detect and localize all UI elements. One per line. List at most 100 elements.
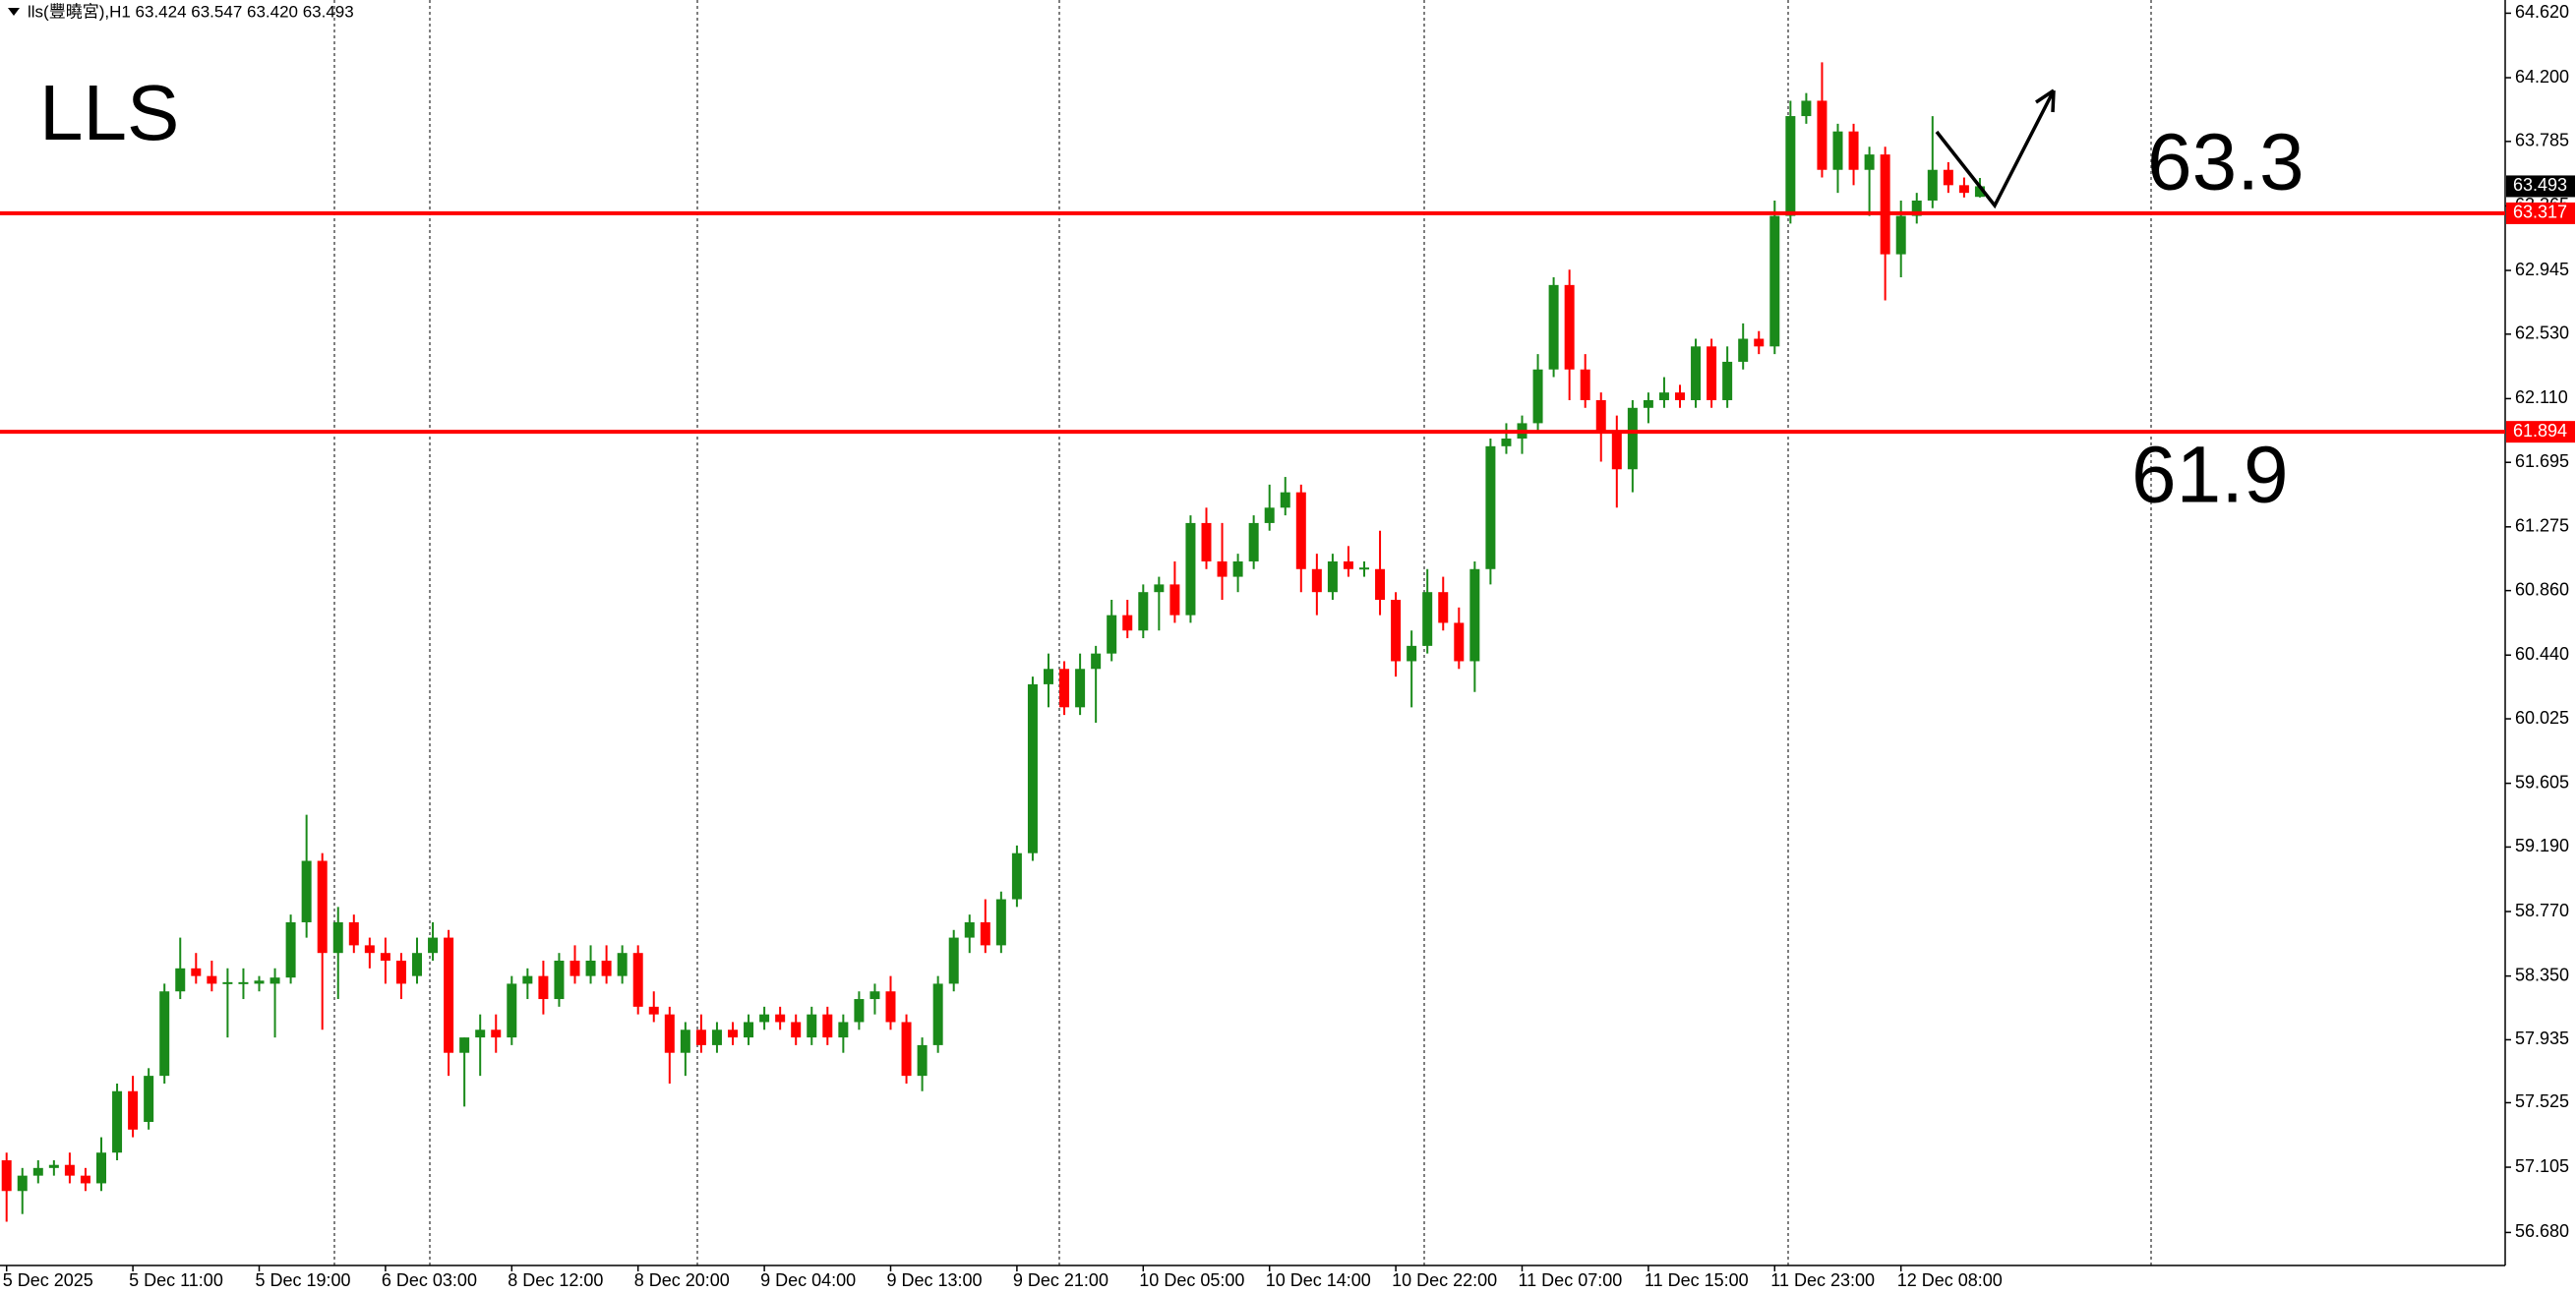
candle-body xyxy=(1407,645,1417,662)
header-icon xyxy=(8,8,20,16)
candle-body xyxy=(1832,131,1843,170)
candle-body xyxy=(1454,622,1465,662)
candle-body xyxy=(32,1167,43,1176)
last-price-tag xyxy=(2506,175,2575,198)
candle-body xyxy=(744,1022,754,1038)
candle-body xyxy=(807,1014,817,1038)
level-tag xyxy=(2506,202,2575,224)
y-tick-label: 57.105 xyxy=(2515,1156,2569,1176)
level-tag-label: 61.894 xyxy=(2513,421,2567,441)
candle-body xyxy=(191,968,202,976)
candle-body xyxy=(80,1175,90,1184)
x-tick-label: 8 Dec 12:00 xyxy=(508,1270,603,1290)
candle-body xyxy=(1059,669,1070,708)
x-tick-label: 5 Dec 19:00 xyxy=(256,1270,351,1290)
y-tick-label: 60.025 xyxy=(2515,708,2569,728)
candle-body xyxy=(1880,154,1890,255)
y-tick-label: 61.275 xyxy=(2515,516,2569,536)
arrow-head xyxy=(2035,88,2056,113)
y-tick-label: 62.110 xyxy=(2515,387,2568,407)
candle-body xyxy=(1248,522,1259,561)
candle-body xyxy=(159,991,170,1077)
candle-body xyxy=(1611,431,1622,470)
y-tick-label: 64.200 xyxy=(2515,67,2569,87)
level-annotation: 63.3 xyxy=(2147,118,2305,207)
x-tick-label: 10 Dec 05:00 xyxy=(1139,1270,1244,1290)
candle-body xyxy=(1927,169,1938,201)
candle-body xyxy=(1658,392,1669,400)
candle-body xyxy=(1848,131,1859,170)
forecast-arrow xyxy=(1935,88,2056,209)
x-tick-label: 9 Dec 13:00 xyxy=(887,1270,983,1290)
candle-body xyxy=(1943,169,1953,186)
candle-body xyxy=(1,1160,12,1192)
candle-body xyxy=(1675,392,1685,400)
candle-body xyxy=(112,1090,123,1153)
candle-body xyxy=(869,991,880,1000)
candle-body xyxy=(1722,361,1733,400)
candle-body xyxy=(1311,568,1322,593)
candle-body xyxy=(1532,369,1543,424)
candle-body xyxy=(301,860,312,922)
candle-body xyxy=(1501,439,1512,446)
level-annotation: 61.9 xyxy=(2131,431,2289,520)
y-tick-label: 57.935 xyxy=(2515,1029,2569,1048)
candle-body xyxy=(1375,568,1386,601)
x-tick-label: 10 Dec 22:00 xyxy=(1392,1270,1497,1290)
candle-body xyxy=(491,1029,502,1038)
candle-body xyxy=(1548,284,1559,370)
arrow-path xyxy=(1935,89,2056,209)
candle-body xyxy=(648,1006,659,1015)
candle-body xyxy=(964,921,975,938)
level-tag xyxy=(2506,421,2575,443)
y-tick-label: 62.530 xyxy=(2515,324,2569,343)
candle-body xyxy=(1958,185,1969,194)
candle-body xyxy=(1485,445,1496,569)
candle-body xyxy=(585,961,596,976)
candle-body xyxy=(348,921,359,946)
candle-body xyxy=(207,975,217,984)
candle-body xyxy=(728,1029,738,1038)
candle-body xyxy=(96,1152,106,1184)
candle-body xyxy=(838,1022,849,1038)
y-tick-label: 58.770 xyxy=(2515,901,2569,920)
candle-body xyxy=(1343,560,1353,569)
candle-body xyxy=(364,945,375,954)
x-tick-label: 12 Dec 08:00 xyxy=(1897,1270,2003,1290)
y-tick-label: 59.190 xyxy=(2515,836,2569,855)
candle-body xyxy=(1232,560,1243,577)
last-price-label: 63.493 xyxy=(2513,175,2567,195)
candle-body xyxy=(395,961,406,984)
candle-body xyxy=(601,961,612,976)
candle-body xyxy=(48,1164,59,1168)
candle-body xyxy=(1754,338,1765,347)
candle-body xyxy=(1295,492,1306,569)
candle-body xyxy=(1785,116,1796,216)
candle-body xyxy=(1201,522,1212,561)
candle-body xyxy=(775,1014,786,1023)
y-tick-label: 63.785 xyxy=(2515,131,2569,150)
candle-body xyxy=(332,921,343,954)
candle-body xyxy=(507,983,517,1038)
candle-body xyxy=(1264,507,1275,523)
candle-body xyxy=(680,1029,690,1053)
chart-header: lls(豐曉宮),H1 63.424 63.547 63.420 63.493 xyxy=(28,2,354,21)
candle-body xyxy=(144,1076,154,1122)
candle-body xyxy=(569,961,580,976)
x-tick-label: 11 Dec 07:00 xyxy=(1519,1270,1623,1290)
candle-body xyxy=(1011,853,1022,900)
candle-body xyxy=(632,953,643,1007)
candle-body xyxy=(270,977,280,984)
y-tick-label: 62.945 xyxy=(2515,260,2569,279)
y-tick-label: 58.350 xyxy=(2515,965,2569,984)
candle-body xyxy=(1107,615,1117,654)
candle-body xyxy=(175,968,186,992)
candle-body xyxy=(1091,653,1102,670)
candle-body xyxy=(1974,186,1985,198)
candle-body xyxy=(1359,567,1369,570)
y-tick-label: 64.620 xyxy=(2515,2,2569,22)
candle-body xyxy=(1075,669,1086,708)
candle-body xyxy=(1280,492,1290,508)
y-tick-label: 57.525 xyxy=(2515,1091,2569,1111)
